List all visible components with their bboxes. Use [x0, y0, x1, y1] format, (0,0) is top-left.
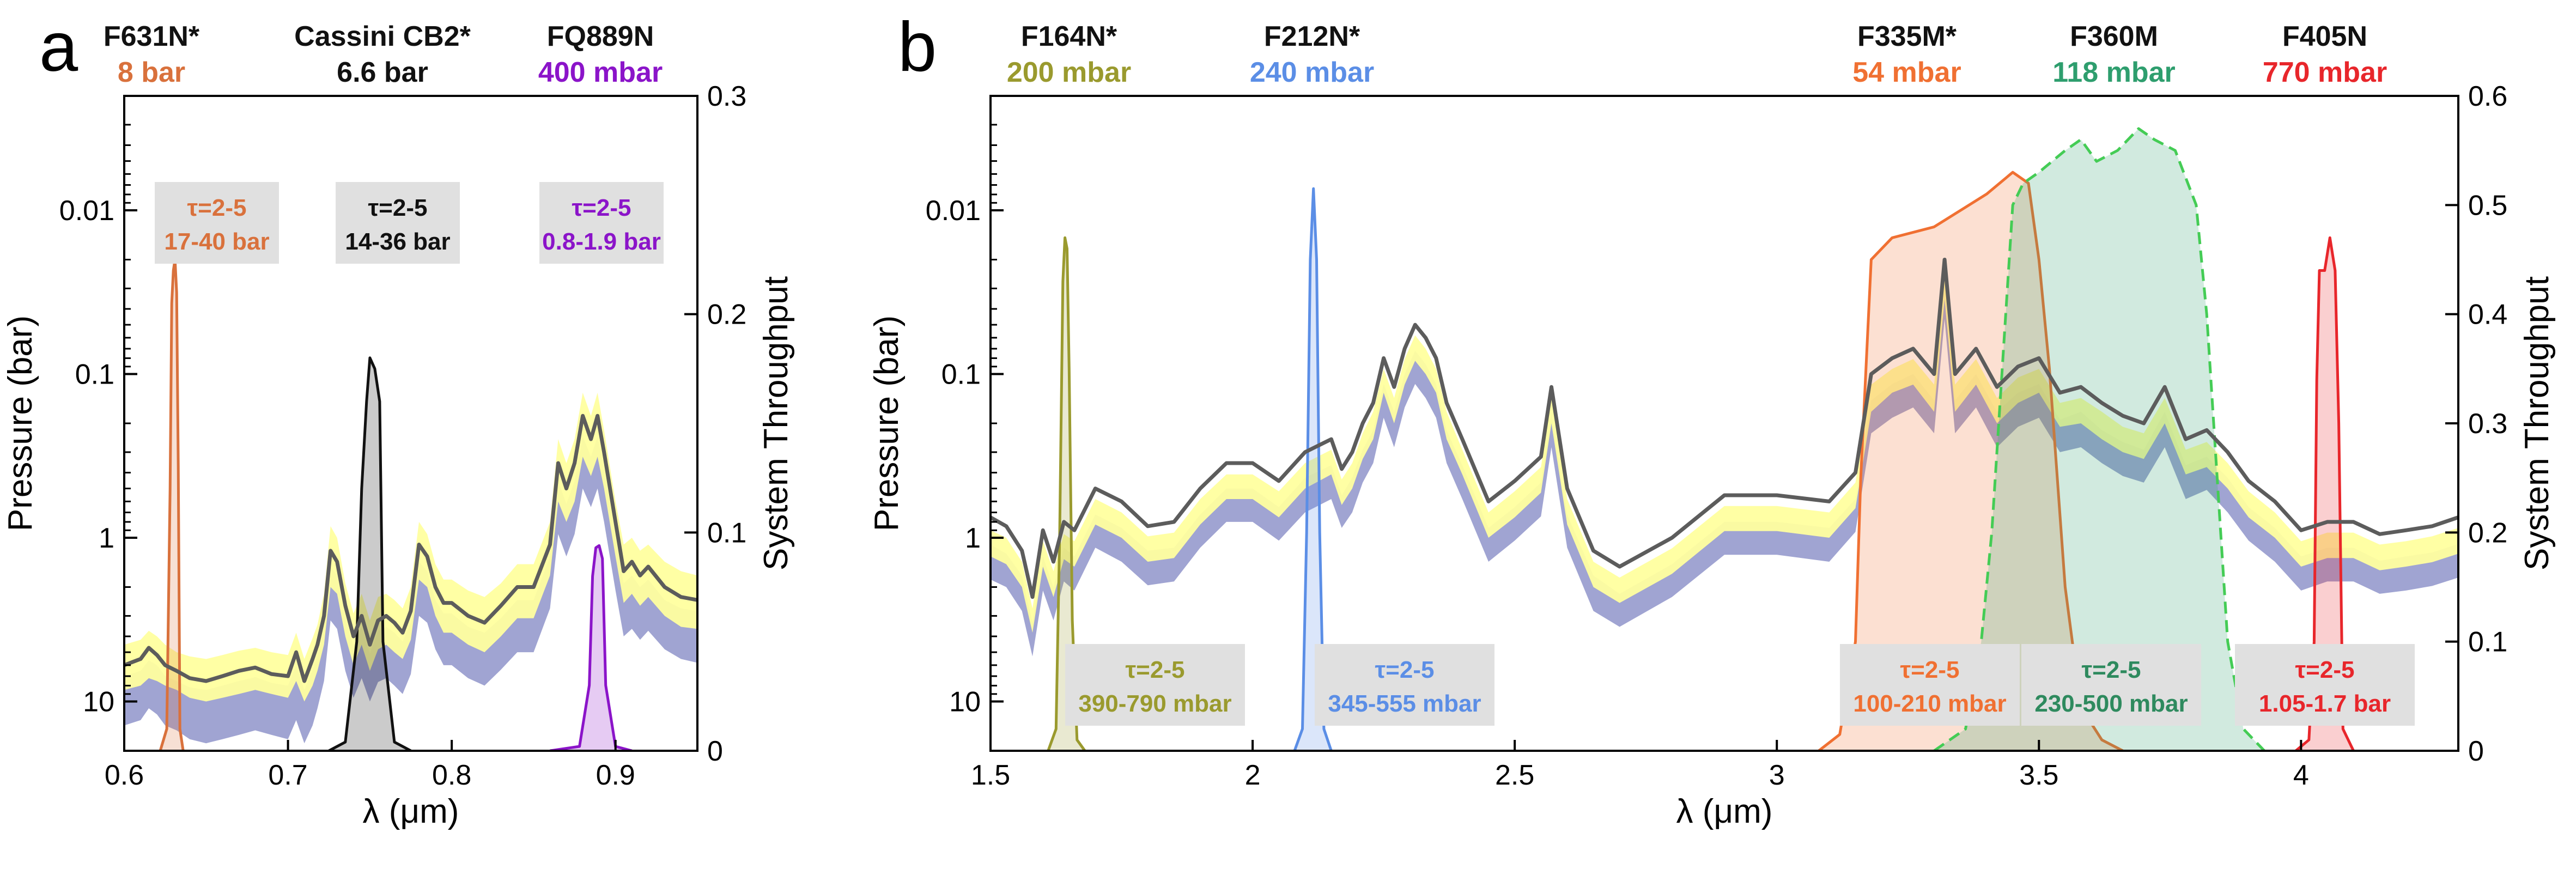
panel-b: 1.5 2 2.5 3 3.5 4 λ (μm) 10 1 0.1 0.01 Pressure (ba…: [868, 8, 2556, 830]
filter-pressure-label: 400 mbar: [538, 57, 663, 88]
filter-name: F335M*: [1857, 21, 1957, 52]
x-tick-label: 2.5: [1495, 759, 1534, 791]
filter-pressure-label: 770 mbar: [2263, 57, 2387, 88]
y-left-axis-label: Pressure (bar): [2, 315, 39, 531]
tau-box: [1315, 644, 1494, 726]
y-right-tick-label: 0: [707, 736, 723, 767]
y-right-tick-label: 0.6: [2468, 81, 2507, 112]
filter-name: F360M: [2070, 21, 2158, 52]
pressure-band-yellow: [991, 275, 2458, 633]
filter-name: F405N: [2282, 21, 2367, 52]
x-tick-label: 0.8: [432, 759, 471, 791]
filter-pressure-label: 54 mbar: [1852, 57, 1961, 88]
filter-name: Cassini CB2*: [294, 21, 471, 52]
tau-box: [539, 182, 664, 264]
y-left-tick-label: 0.01: [59, 195, 114, 227]
filter-pressure-label: 6.6 bar: [337, 57, 428, 88]
panel-label: b: [898, 8, 937, 86]
panel-label: a: [39, 8, 78, 86]
y-right-tick-label: 0.5: [2468, 190, 2507, 221]
filter-curve-cassinicb2: [328, 356, 412, 751]
filter-pressure-label: 118 mbar: [2052, 57, 2176, 88]
tau-range: 17-40 bar: [164, 228, 269, 255]
tau-range: 0.8-1.9 bar: [542, 228, 661, 255]
tau-range: 345-555 mbar: [1328, 690, 1481, 717]
x-tick-label: 0.7: [268, 759, 307, 791]
y-right-tick-label: 0.1: [707, 517, 746, 549]
plot-area: [124, 258, 697, 751]
filter-name: F631N*: [104, 21, 200, 52]
y-right-axis-label: System Throughput: [2518, 276, 2556, 570]
tau-range: 1.05-1.7 bar: [2259, 690, 2391, 717]
filter-name: F164N*: [1021, 21, 1117, 52]
filter-curve-f631n: [159, 258, 185, 751]
tau-box: [2021, 644, 2201, 726]
filter-fill-f335m: [1819, 172, 2123, 751]
tau-box: [1840, 644, 2020, 726]
x-tick-label: 0.9: [596, 759, 635, 791]
filter-fill-f360m: [1934, 129, 2264, 751]
x-tick-label: 4: [2293, 759, 2309, 791]
filter-curve-f360m: [1933, 127, 2265, 751]
tau-box: [155, 182, 279, 264]
filter-fill-cassinicb2: [329, 357, 411, 751]
panel-a: 0.6 0.7 0.8 0.9 λ (μm) 10 1 0.1 0.01 Pressure (ba…: [2, 8, 795, 830]
pressure-line: [124, 414, 697, 683]
y-left-tick-label: 1: [965, 522, 981, 554]
y-right-tick-label: 0.1: [2468, 627, 2507, 658]
filter-curve-fq889n: [550, 544, 633, 751]
tau-label: τ=2-5: [2295, 657, 2355, 683]
pressure-band-purple: [124, 436, 697, 744]
filter-fill-f164n: [1048, 238, 1085, 751]
y-right-axis-label: System Throughput: [757, 276, 795, 570]
tau-label: τ=2-5: [1126, 657, 1185, 683]
x-tick-label: 3: [1769, 759, 1785, 791]
tau-label: τ=2-5: [572, 195, 631, 221]
x-tick-label: 1.5: [971, 759, 1010, 791]
y-left-tick-label: 0.01: [926, 195, 981, 227]
filter-fill-f405n: [2295, 238, 2354, 751]
y-left-tick-label: 0.1: [75, 359, 114, 391]
y-right-tick-label: 0.3: [2468, 408, 2507, 440]
filter-name: FQ889N: [547, 21, 654, 52]
tau-label: τ=2-5: [187, 195, 247, 221]
y-right-tick-label: 0.2: [707, 299, 746, 331]
filter-pressure-label: 240 mbar: [1250, 57, 1374, 88]
x-tick-label: 2: [1245, 759, 1261, 791]
y-left-axis-label: Pressure (bar): [868, 315, 906, 531]
tau-range: 100-210 mbar: [1853, 690, 2006, 717]
x-tick-label: 3.5: [2019, 759, 2058, 791]
pressure-band-purple: [991, 288, 2458, 657]
tau-range: 230-500 mbar: [2034, 690, 2188, 717]
tau-box: [336, 182, 460, 264]
tau-label: τ=2-5: [2082, 657, 2141, 683]
y-right-tick-label: 0.2: [2468, 517, 2507, 549]
tau-label: τ=2-5: [1900, 657, 1960, 683]
y-right-tick-label: 0.3: [707, 81, 746, 112]
x-tick-label: 0.6: [105, 759, 144, 791]
tau-label: τ=2-5: [1375, 657, 1435, 683]
y-left-tick-label: 0.1: [941, 359, 981, 391]
y-right-tick-label: 0: [2468, 736, 2484, 767]
x-axis-label: λ (μm): [1676, 793, 1773, 830]
tau-range: 390-790 mbar: [1078, 690, 1231, 717]
tau-box: [1065, 644, 1245, 726]
tau-range: 14-36 bar: [345, 228, 450, 255]
filter-pressure-label: 200 mbar: [1007, 57, 1131, 88]
pressure-line: [991, 258, 2458, 599]
y-left-tick-label: 10: [83, 686, 114, 718]
pressure-band-yellow: [124, 392, 697, 702]
plot-area: [991, 127, 2458, 751]
filter-fill-f212n: [1295, 189, 1332, 751]
tau-box: [2235, 644, 2415, 726]
tau-label: τ=2-5: [368, 195, 428, 221]
y-left-tick-label: 10: [949, 686, 981, 718]
y-left-tick-label: 1: [99, 522, 114, 554]
y-right-tick-label: 0.4: [2468, 299, 2507, 331]
x-axis-label: λ (μm): [363, 793, 459, 830]
filter-pressure-label: 8 bar: [118, 57, 185, 88]
filter-name: F212N*: [1264, 21, 1360, 52]
